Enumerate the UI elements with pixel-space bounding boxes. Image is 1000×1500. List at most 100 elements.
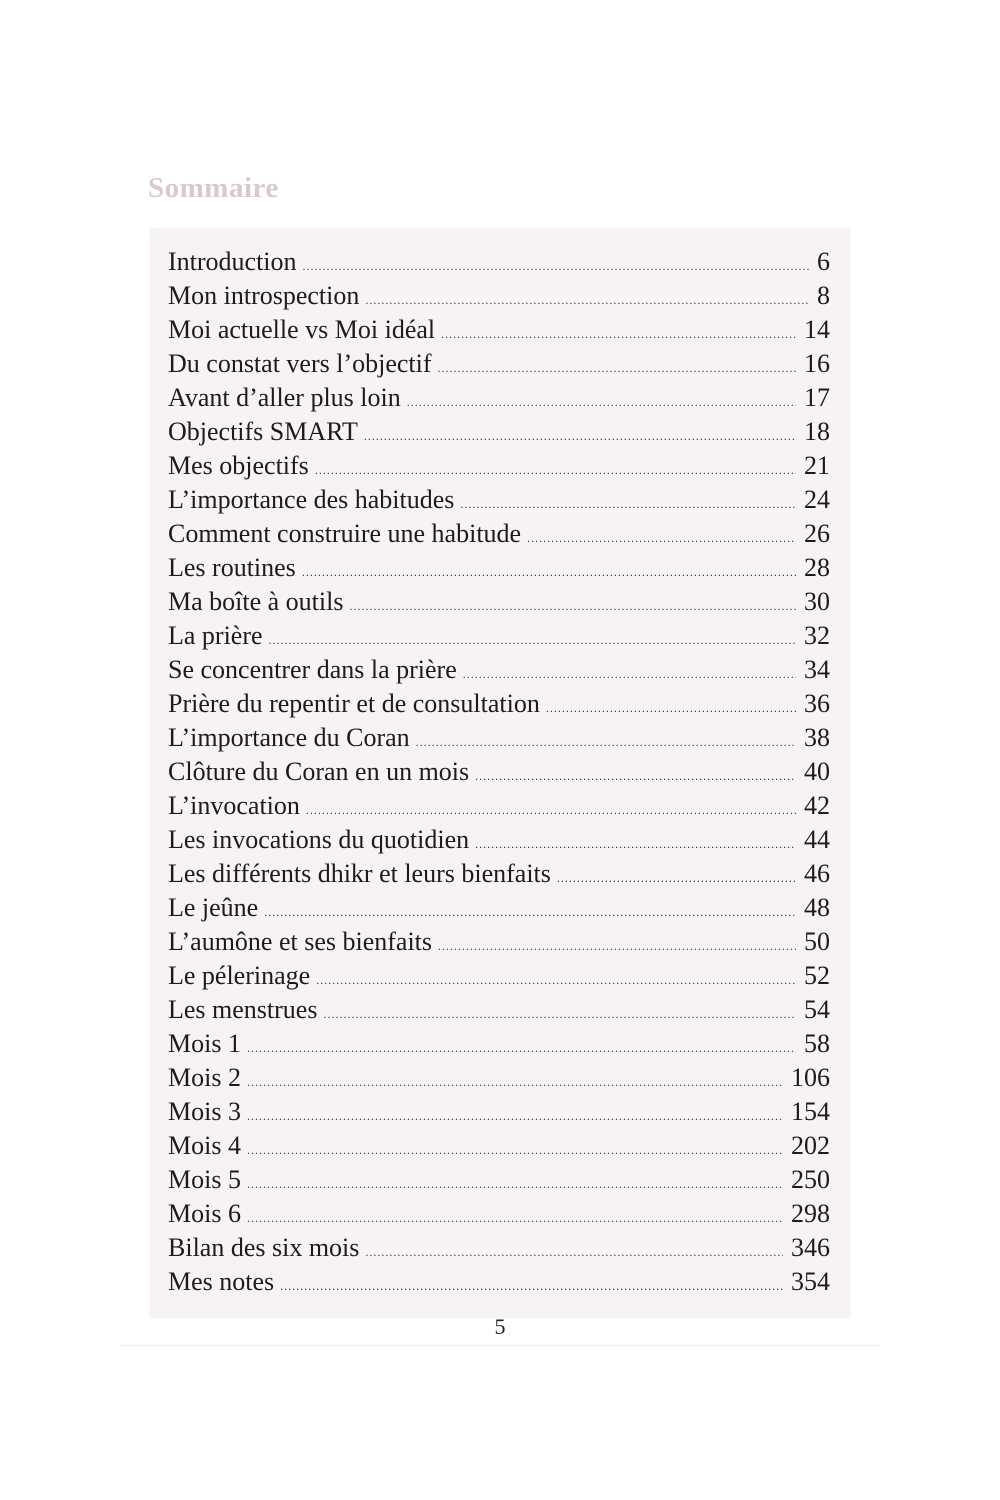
toc-entry[interactable]: L’importance des habitudes 24 [168, 483, 830, 517]
toc-entry-label: Le jeûne [168, 893, 259, 922]
toc-entry-page: 52 [804, 961, 830, 990]
toc-entry[interactable]: Se concentrer dans la prière 34 [168, 653, 830, 687]
toc-entry-label: Le pélerinage [168, 961, 311, 990]
toc-entry[interactable]: Les menstrues 54 [168, 993, 830, 1027]
page-number: 5 [494, 1314, 506, 1339]
toc-entry-label: Les invocations du quotidien [168, 825, 470, 854]
toc-entry-label: Les menstrues [168, 995, 318, 1024]
dot-leader [527, 521, 796, 555]
toc-entry-page: 21 [804, 451, 830, 480]
toc-entry[interactable]: Mois 1 58 [168, 1027, 830, 1061]
toc-entry-page: 202 [791, 1131, 830, 1160]
toc-entry[interactable]: Du constat vers l’objectif 16 [168, 347, 830, 381]
toc-entry-page: 18 [804, 417, 830, 446]
toc-entry-page: 154 [791, 1097, 830, 1126]
page-title: Sommaire [148, 172, 279, 204]
toc-entry-label: Clôture du Coran en un mois [168, 757, 470, 786]
table-of-contents: Introduction 6 Mon introspection 8 Moi actue… [168, 245, 830, 1299]
dot-leader [460, 487, 796, 521]
dot-leader [247, 1201, 783, 1235]
toc-entry[interactable]: L’invocation 42 [168, 789, 830, 823]
dot-leader [247, 1031, 796, 1065]
dot-leader [441, 317, 796, 351]
toc-entry-page: 40 [804, 757, 830, 786]
toc-entry-page: 42 [804, 791, 830, 820]
dot-leader [463, 657, 796, 691]
dot-leader [247, 1133, 783, 1167]
toc-entry[interactable]: L’aumône et ses bienfaits 50 [168, 925, 830, 959]
toc-entry-page: 46 [804, 859, 830, 888]
toc-entry[interactable]: Mois 2 106 [168, 1061, 830, 1095]
toc-entry[interactable]: Mes notes 354 [168, 1265, 830, 1299]
dot-leader [306, 793, 796, 827]
toc-entry-page: 16 [804, 349, 830, 378]
toc-entry[interactable]: Moi actuelle vs Moi idéal 14 [168, 313, 830, 347]
toc-entry[interactable]: Mois 4 202 [168, 1129, 830, 1163]
dot-leader [315, 453, 796, 487]
toc-entry-page: 48 [804, 893, 830, 922]
toc-entry-label: Se concentrer dans la prière [168, 655, 457, 684]
toc-entry-label: Moi actuelle vs Moi idéal [168, 315, 436, 344]
toc-entry[interactable]: L’importance du Coran 38 [168, 721, 830, 755]
dot-leader [438, 929, 796, 963]
toc-entry-label: Objectifs SMART [168, 417, 358, 446]
toc-entry-page: 50 [804, 927, 830, 956]
toc-entry-page: 346 [791, 1233, 830, 1262]
toc-entry[interactable]: Objectifs SMART 18 [168, 415, 830, 449]
dot-leader [247, 1065, 783, 1099]
toc-entry[interactable]: Bilan des six mois 346 [168, 1231, 830, 1265]
dot-leader [280, 1269, 783, 1303]
toc-entry-label: Mois 1 [168, 1029, 241, 1058]
toc-entry[interactable]: Mes objectifs 21 [168, 449, 830, 483]
toc-entry[interactable]: Clôture du Coran en un mois 40 [168, 755, 830, 789]
toc-entry-page: 26 [804, 519, 830, 548]
toc-entry-label: Les routines [168, 553, 296, 582]
toc-entry[interactable]: Prière du repentir et de consultation 36 [168, 687, 830, 721]
dot-leader [365, 283, 809, 317]
toc-entry[interactable]: Les invocations du quotidien 44 [168, 823, 830, 857]
toc-entry[interactable]: Le pélerinage 52 [168, 959, 830, 993]
toc-entry-label: Introduction [168, 247, 297, 276]
dot-leader [475, 827, 796, 861]
toc-entry[interactable]: Le jeûne 48 [168, 891, 830, 925]
toc-entry-page: 8 [817, 281, 830, 310]
toc-entry-label: Mes objectifs [168, 451, 309, 480]
dot-leader [365, 1235, 783, 1269]
toc-entry-page: 17 [804, 383, 830, 412]
toc-entry-label: Mois 5 [168, 1165, 241, 1194]
toc-entry-page: 354 [791, 1267, 830, 1296]
toc-entry[interactable]: Les différents dhikr et leurs bienfaits 4… [168, 857, 830, 891]
dot-leader [269, 623, 796, 657]
toc-entry[interactable]: Avant d’aller plus loin 17 [168, 381, 830, 415]
toc-entry[interactable]: Introduction 6 [168, 245, 830, 279]
toc-entry-label: Prière du repentir et de consultation [168, 689, 540, 718]
toc-entry[interactable]: Mois 3 154 [168, 1095, 830, 1129]
toc-entry[interactable]: Comment construire une habitude 26 [168, 517, 830, 551]
dot-leader [349, 589, 796, 623]
toc-entry-label: Ma boîte à outils [168, 587, 344, 616]
toc-entry-page: 106 [791, 1063, 830, 1092]
dot-leader [302, 555, 796, 589]
toc-entry-label: Les différents dhikr et leurs bienfaits [168, 859, 551, 888]
dot-leader [416, 725, 796, 759]
toc-entry-label: L’invocation [168, 791, 300, 820]
dot-leader [247, 1099, 783, 1133]
toc-entry-page: 58 [804, 1029, 830, 1058]
toc-entry-page: 24 [804, 485, 830, 514]
toc-entry[interactable]: Ma boîte à outils 30 [168, 585, 830, 619]
dot-leader [438, 351, 796, 385]
toc-entry[interactable]: Mon introspection 8 [168, 279, 830, 313]
toc-entry[interactable]: Mois 5 250 [168, 1163, 830, 1197]
toc-entry-page: 34 [804, 655, 830, 684]
toc-entry[interactable]: La prière 32 [168, 619, 830, 653]
dot-leader [546, 691, 796, 725]
toc-entry[interactable]: Mois 6 298 [168, 1197, 830, 1231]
toc-entry-label: La prière [168, 621, 263, 650]
toc-entry[interactable]: Les routines 28 [168, 551, 830, 585]
toc-entry-label: Mes notes [168, 1267, 275, 1296]
toc-entry-label: Mois 4 [168, 1131, 241, 1160]
toc-entry-label: Du constat vers l’objectif [168, 349, 432, 378]
toc-entry-page: 38 [804, 723, 830, 752]
dot-leader [475, 759, 796, 793]
toc-entry-page: 30 [804, 587, 830, 616]
